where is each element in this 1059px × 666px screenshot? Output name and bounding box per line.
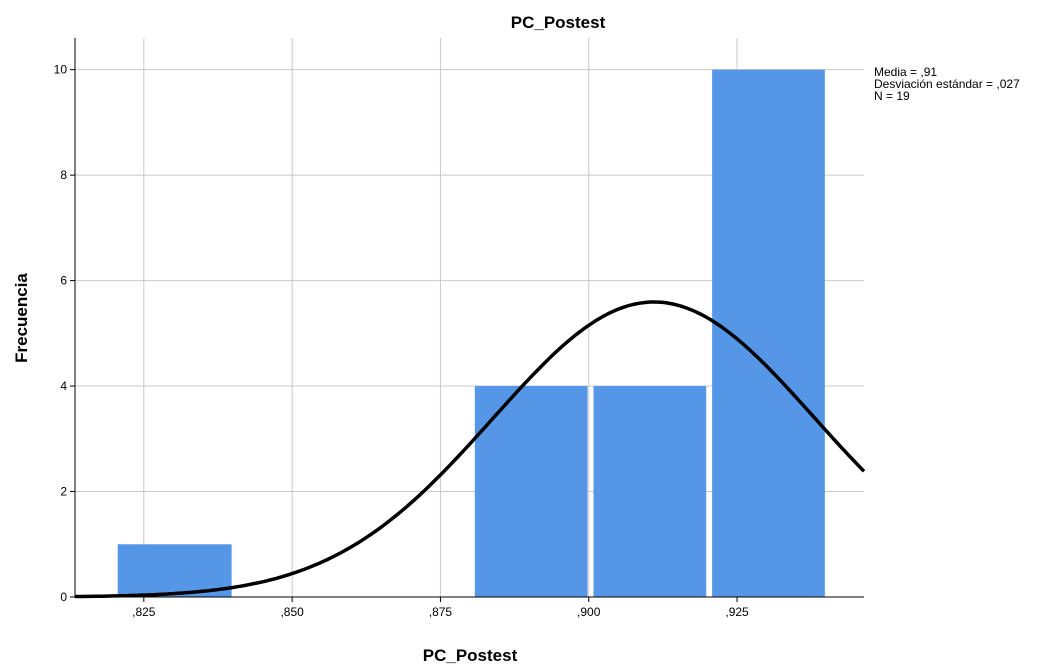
stat-mean: Media = ,91 [874,65,937,79]
axes [74,38,864,598]
y-tick-labels: 0 2 4 6 8 10 [54,63,75,604]
chart-title: PC_Postest [511,13,606,32]
stat-std-dev: Desviación estándar = ,027 [874,77,1020,91]
y-tick-label: 4 [60,379,67,393]
x-tick-label: ,850 [280,605,304,619]
stat-n: N = 19 [874,89,910,103]
histogram-bar [593,386,707,597]
x-tick-label: ,925 [725,605,749,619]
y-tick-label: 0 [60,590,67,604]
x-tick-label: ,825 [132,605,156,619]
y-axis-title: Frecuencia [12,273,31,363]
x-tick-label: ,900 [577,605,601,619]
y-tick-label: 10 [54,63,68,77]
y-tick-label: 6 [60,274,67,288]
histogram-bar [474,386,588,597]
x-axis-title: PC_Postest [423,646,518,665]
histogram-bars [117,69,825,598]
y-tick-label: 2 [60,485,67,499]
y-tick-label: 8 [60,168,67,182]
histogram-bar [117,544,232,597]
x-tick-labels: ,825 ,850 ,875 ,900 ,925 [132,597,749,619]
statistics-box: Media = ,91 Desviación estándar = ,027 N… [874,65,1020,103]
x-tick-label: ,875 [429,605,453,619]
normal-curve [75,300,866,599]
